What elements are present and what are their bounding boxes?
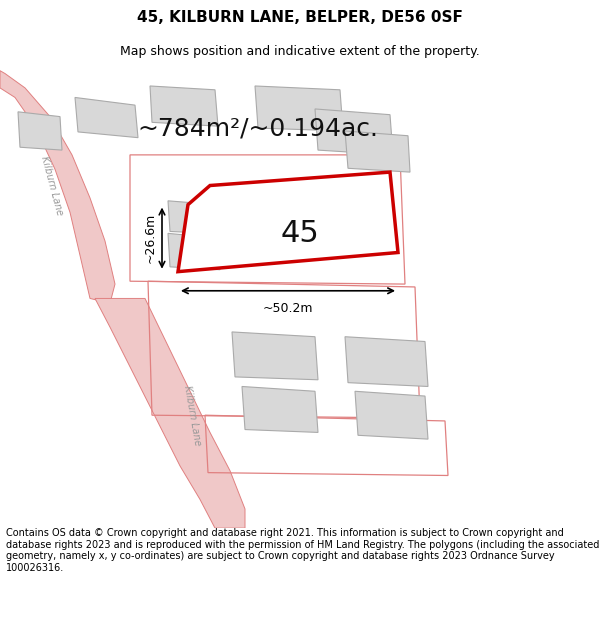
Text: Map shows position and indicative extent of the property.: Map shows position and indicative extent… [120,45,480,58]
Polygon shape [232,332,318,380]
Polygon shape [242,386,318,432]
Text: ~784m²/~0.194ac.: ~784m²/~0.194ac. [137,116,379,140]
Polygon shape [355,391,428,439]
Polygon shape [168,233,220,270]
Polygon shape [168,201,230,234]
Text: Kilburn Lane: Kilburn Lane [182,384,202,446]
Text: ~26.6m: ~26.6m [144,213,157,263]
Polygon shape [150,86,218,126]
Polygon shape [255,86,343,131]
Polygon shape [18,112,62,150]
Text: Contains OS data © Crown copyright and database right 2021. This information is : Contains OS data © Crown copyright and d… [6,528,599,573]
Polygon shape [178,172,398,272]
Polygon shape [315,109,393,155]
Text: Kilburn Lane: Kilburn Lane [39,155,65,216]
Polygon shape [75,98,138,138]
Polygon shape [345,131,410,172]
Text: ~50.2m: ~50.2m [263,302,313,315]
Polygon shape [345,337,428,386]
Polygon shape [95,298,245,528]
Text: 45: 45 [281,219,319,248]
Text: 45, KILBURN LANE, BELPER, DE56 0SF: 45, KILBURN LANE, BELPER, DE56 0SF [137,9,463,24]
Polygon shape [0,71,115,303]
